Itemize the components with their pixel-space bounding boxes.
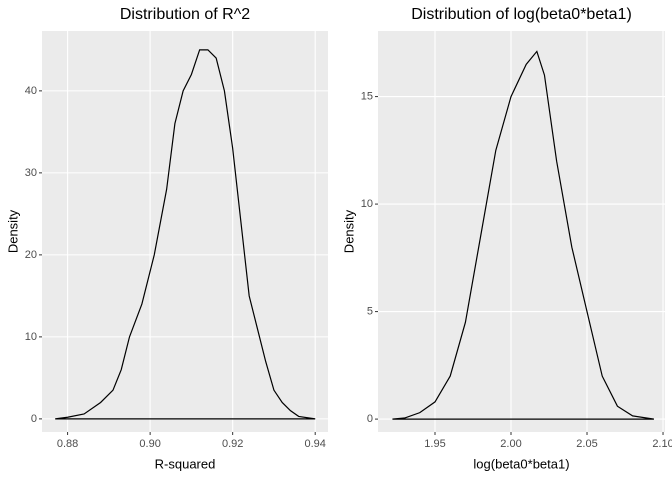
y-axis-label: Density	[341, 209, 356, 253]
x-axis-label: R-squared	[155, 456, 216, 471]
y-tick-label: 5	[367, 305, 373, 317]
chart-title: Distribution of log(beta0*beta1)	[411, 6, 632, 23]
x-tick-label: 2.05	[576, 438, 597, 450]
x-tick-label: 0.90	[139, 438, 160, 450]
y-tick-label: 10	[361, 198, 373, 210]
density-line	[392, 50, 654, 420]
y-tick-label: 0	[367, 413, 373, 425]
panel-background	[42, 31, 328, 432]
x-tick-label: 1.95	[424, 438, 445, 450]
y-tick-label: 15	[361, 90, 373, 102]
x-tick-label: 2.10	[652, 438, 672, 450]
y-tick-label: 40	[25, 85, 37, 97]
x-tick-label: 0.92	[222, 438, 243, 450]
chart-title: Distribution of R^2	[120, 6, 250, 23]
y-tick-label: 30	[25, 167, 37, 179]
density-line	[55, 49, 316, 420]
x-tick-label: 0.88	[57, 438, 78, 450]
x-axis-label: log(beta0*beta1)	[473, 456, 569, 471]
x-tick-label: 0.94	[304, 438, 325, 450]
y-tick-label: 0	[31, 413, 37, 425]
y-tick-label: 10	[25, 331, 37, 343]
y-tick-label: 20	[25, 249, 37, 261]
y-axis-label: Density	[5, 209, 20, 253]
x-tick-label: 2.00	[500, 438, 521, 450]
panel-background	[378, 31, 665, 432]
